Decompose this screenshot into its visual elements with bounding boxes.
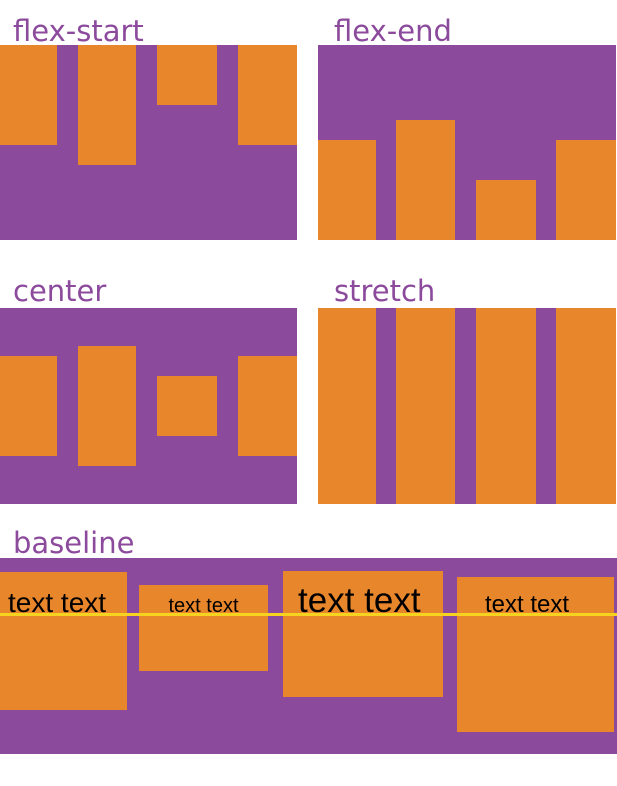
flex-item-text: text text	[457, 577, 614, 732]
center-container	[0, 308, 297, 504]
flex-item	[318, 140, 376, 240]
panel-label-flex-end: flex-end	[334, 14, 452, 48]
flex-item	[157, 376, 217, 436]
baseline-indicator-line	[0, 613, 617, 616]
flex-item	[396, 308, 456, 504]
flex-item-text: text text	[0, 572, 127, 710]
flex-item-text: text text	[283, 571, 443, 697]
flex-item	[555, 308, 616, 504]
flex-item	[475, 308, 536, 504]
panel-label-center: center	[13, 274, 107, 308]
flex-item	[238, 45, 297, 145]
flex-item-text: text text	[139, 585, 268, 671]
flex-item	[238, 356, 297, 456]
flex-item	[555, 140, 616, 240]
flex-start-container	[0, 45, 297, 240]
flex-item	[396, 120, 456, 240]
flex-item	[475, 180, 536, 240]
stretch-container	[318, 308, 616, 504]
flex-end-container	[318, 45, 616, 240]
flex-item	[0, 45, 57, 145]
panel-label-stretch: stretch	[334, 274, 436, 308]
flex-item	[318, 308, 376, 504]
flex-item	[78, 45, 136, 165]
baseline-container: text text text text text text text text	[0, 558, 617, 754]
panel-label-baseline: baseline	[13, 526, 135, 560]
flex-item	[157, 45, 217, 105]
flex-item	[0, 356, 57, 456]
panel-label-flex-start: flex-start	[13, 14, 144, 48]
flex-item	[78, 346, 136, 466]
